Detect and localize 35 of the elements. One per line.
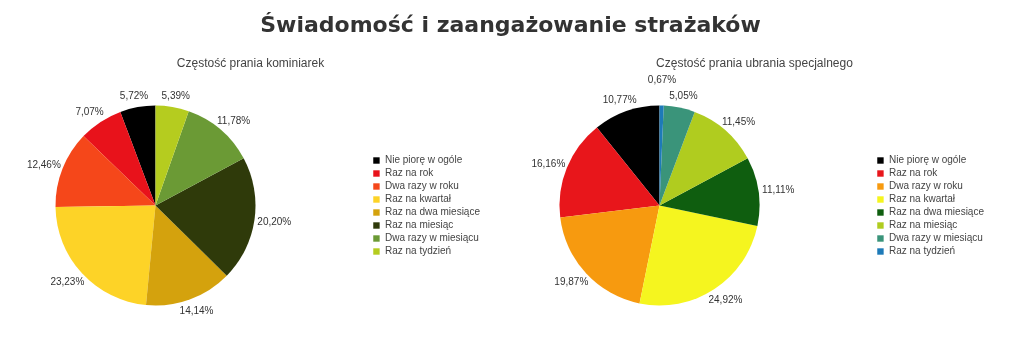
legend-label: Raz na kwartał bbox=[888, 193, 956, 204]
text: Świadomość i zaangażowanie strażaków bbox=[260, 12, 761, 37]
chart-title: Częstość prania ubrania specjalnego bbox=[656, 55, 854, 70]
legend-label: Dwa razy w roku bbox=[888, 180, 963, 191]
chart-title: Częstość prania kominiarek bbox=[176, 55, 326, 70]
legend-label: Dwa razy w miesiącu bbox=[384, 232, 479, 243]
data-label: 11,78% bbox=[217, 114, 251, 126]
legend-label: Nie piorę w ogóle bbox=[888, 154, 967, 165]
data-label: 14,14% bbox=[179, 305, 214, 317]
data-label: 5,72% bbox=[119, 89, 149, 101]
data-label: 11,45% bbox=[721, 115, 756, 127]
data-label: 5,05% bbox=[669, 90, 698, 102]
legend-label: Raz na rok bbox=[888, 167, 938, 178]
data-label: 12,46% bbox=[26, 158, 61, 170]
data-label: 19,87% bbox=[554, 275, 589, 287]
legend-label: Dwa razy w miesiącu bbox=[888, 232, 983, 243]
data-label: 24,92% bbox=[708, 293, 743, 305]
legend-label: Raz na dwa miesiące bbox=[384, 206, 480, 217]
legend-label: Nie piorę w ogóle bbox=[384, 154, 463, 165]
data-label: 10,77% bbox=[602, 94, 637, 106]
data-label: 0,67% bbox=[647, 74, 677, 86]
data-label: 11,11% bbox=[762, 184, 795, 196]
legend-label: Raz na miesiąc bbox=[888, 219, 958, 230]
data-label: 16,16% bbox=[531, 157, 566, 169]
data-label: 23,23% bbox=[50, 275, 85, 287]
data-label: 20,20% bbox=[257, 215, 292, 227]
data-label: 7,07% bbox=[75, 106, 104, 118]
legend-label: Raz na tydzień bbox=[384, 245, 452, 256]
legend-label: Raz na kwartał bbox=[384, 193, 452, 204]
legend-label: Dwa razy w roku bbox=[384, 180, 459, 191]
legend-label: Raz na miesiąc bbox=[384, 219, 454, 230]
legend-label: Raz na rok bbox=[384, 167, 434, 178]
legend-label: Raz na dwa miesiące bbox=[888, 206, 984, 217]
data-label: 5,39% bbox=[161, 89, 191, 101]
legend-label: Raz na tydzień bbox=[888, 245, 956, 256]
